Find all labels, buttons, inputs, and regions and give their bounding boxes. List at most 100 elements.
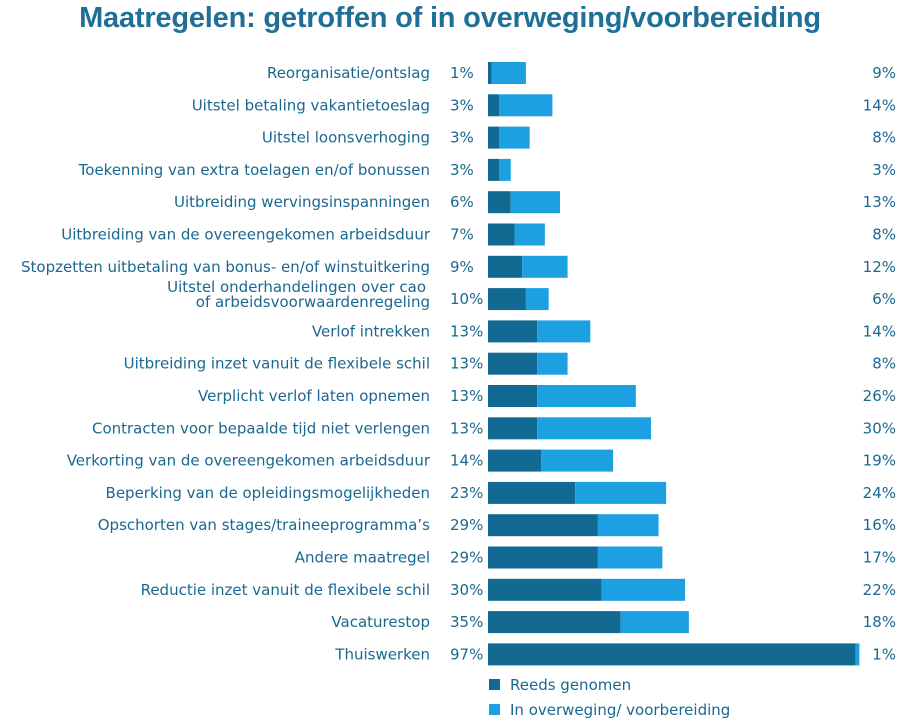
bar-taken bbox=[488, 449, 542, 472]
taken-value-label: 13% bbox=[450, 322, 483, 340]
considering-value-label: 17% bbox=[863, 549, 896, 567]
bar-considering bbox=[575, 481, 667, 504]
category-label: Thuiswerken bbox=[334, 645, 430, 663]
legend-label-considering: In overweging/ voorbereiding bbox=[510, 701, 730, 719]
bar-considering bbox=[537, 352, 568, 375]
taken-value-label: 3% bbox=[450, 96, 474, 114]
bar-taken bbox=[488, 126, 500, 149]
bar-considering bbox=[537, 417, 651, 440]
category-label: Uitstel loonsverhoging bbox=[262, 129, 430, 147]
considering-value-label: 9% bbox=[872, 64, 896, 82]
bar-taken bbox=[488, 288, 526, 311]
considering-value-label: 13% bbox=[863, 193, 896, 211]
category-label: Verplicht verlof laten opnemen bbox=[198, 387, 430, 405]
category-label: Verlof intrekken bbox=[312, 322, 430, 340]
taken-value-label: 29% bbox=[450, 516, 483, 534]
bar-taken bbox=[488, 611, 621, 634]
category-label: Toekenning van extra toelagen en/of bonu… bbox=[78, 161, 430, 179]
considering-value-label: 1% bbox=[872, 645, 896, 663]
bar-considering bbox=[514, 223, 545, 246]
bar-considering bbox=[499, 94, 553, 117]
considering-value-label: 14% bbox=[863, 322, 896, 340]
taken-value-label: 1% bbox=[450, 64, 474, 82]
bar-considering bbox=[597, 546, 663, 569]
taken-value-label: 14% bbox=[450, 452, 483, 470]
considering-value-label: 22% bbox=[863, 581, 896, 599]
taken-value-label: 30% bbox=[450, 581, 483, 599]
bar-taken bbox=[488, 158, 500, 181]
category-label: Beperking van de opleidingsmogelijkheden bbox=[106, 484, 430, 502]
category-label: Uitbreiding inzet vanuit de flexibele sc… bbox=[124, 355, 430, 373]
taken-value-label: 13% bbox=[450, 355, 483, 373]
category-label: Stopzetten uitbetaling van bonus- en/of … bbox=[21, 258, 430, 276]
taken-value-label: 13% bbox=[450, 419, 483, 437]
category-label: Opschorten van stages/traineeprogramma’s bbox=[98, 516, 430, 534]
taken-value-label: 3% bbox=[450, 161, 474, 179]
bar-considering bbox=[499, 158, 511, 181]
bar-considering bbox=[620, 611, 689, 634]
taken-value-label: 97% bbox=[450, 645, 483, 663]
taken-value-label: 6% bbox=[450, 193, 474, 211]
category-label: Andere maatregel bbox=[295, 549, 430, 567]
bar-taken bbox=[488, 191, 511, 214]
considering-value-label: 30% bbox=[863, 419, 896, 437]
considering-value-label: 12% bbox=[863, 258, 896, 276]
bar-considering bbox=[499, 126, 530, 149]
bar-taken bbox=[488, 223, 515, 246]
considering-value-label: 8% bbox=[872, 226, 896, 244]
legend-label-taken: Reeds genomen bbox=[510, 676, 631, 694]
bar-taken bbox=[488, 94, 500, 117]
taken-value-label: 7% bbox=[450, 226, 474, 244]
bar-taken bbox=[488, 481, 576, 504]
considering-value-label: 19% bbox=[863, 452, 896, 470]
taken-value-label: 13% bbox=[450, 387, 483, 405]
bar-considering bbox=[855, 643, 860, 666]
bar-taken bbox=[488, 514, 598, 537]
considering-value-label: 8% bbox=[872, 355, 896, 373]
category-label: Verkorting van de overeengekomen arbeids… bbox=[67, 452, 431, 470]
considering-value-label: 24% bbox=[863, 484, 896, 502]
bar-taken bbox=[488, 546, 598, 569]
bar-considering bbox=[597, 514, 659, 537]
bar-taken bbox=[488, 417, 538, 440]
legend-swatch-taken bbox=[489, 679, 500, 690]
bar-considering bbox=[491, 62, 526, 84]
bar-taken bbox=[488, 320, 538, 343]
taken-value-label: 10% bbox=[450, 290, 483, 308]
bar-considering bbox=[537, 385, 636, 407]
bar-considering bbox=[601, 578, 686, 601]
bar-considering bbox=[522, 255, 568, 278]
bar-taken bbox=[488, 62, 492, 84]
taken-value-label: 3% bbox=[450, 129, 474, 147]
bar-considering bbox=[510, 191, 561, 214]
taken-value-label: 9% bbox=[450, 258, 474, 276]
bar-taken bbox=[488, 352, 538, 375]
category-label: Reductie inzet vanuit de flexibele schil bbox=[141, 581, 430, 599]
bar-taken bbox=[488, 578, 602, 601]
category-label: Vacaturestop bbox=[331, 613, 430, 631]
category-label: Uitbreiding wervingsinspanningen bbox=[174, 193, 430, 211]
considering-value-label: 18% bbox=[863, 613, 896, 631]
bar-considering bbox=[525, 288, 549, 311]
considering-value-label: 26% bbox=[863, 387, 896, 405]
considering-value-label: 3% bbox=[872, 161, 896, 179]
taken-value-label: 23% bbox=[450, 484, 483, 502]
category-label: Uitbreiding van de overeengekomen arbeid… bbox=[61, 226, 431, 244]
bar-taken bbox=[488, 385, 538, 407]
category-label: Contracten voor bepaalde tijd niet verle… bbox=[92, 419, 430, 437]
category-label: Reorganisatie/ontslag bbox=[267, 64, 430, 82]
considering-value-label: 14% bbox=[863, 96, 896, 114]
bar-considering bbox=[537, 320, 591, 343]
bar-taken bbox=[488, 643, 856, 666]
considering-value-label: 6% bbox=[872, 290, 896, 308]
bar-considering bbox=[541, 449, 614, 472]
category-label: Uitstel onderhandelingen over cao of arbe… bbox=[167, 278, 430, 311]
bar-taken bbox=[488, 255, 523, 278]
considering-value-label: 8% bbox=[872, 129, 896, 147]
taken-value-label: 29% bbox=[450, 549, 483, 567]
taken-value-label: 35% bbox=[450, 613, 483, 631]
legend-swatch-considering bbox=[489, 704, 500, 715]
category-label: Uitstel betaling vakantietoeslag bbox=[192, 96, 430, 114]
chart-title: Maatregelen: getroffen of in overweging/… bbox=[79, 2, 821, 34]
